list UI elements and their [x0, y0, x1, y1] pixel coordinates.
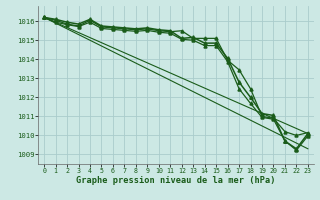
X-axis label: Graphe pression niveau de la mer (hPa): Graphe pression niveau de la mer (hPa) [76, 176, 276, 185]
